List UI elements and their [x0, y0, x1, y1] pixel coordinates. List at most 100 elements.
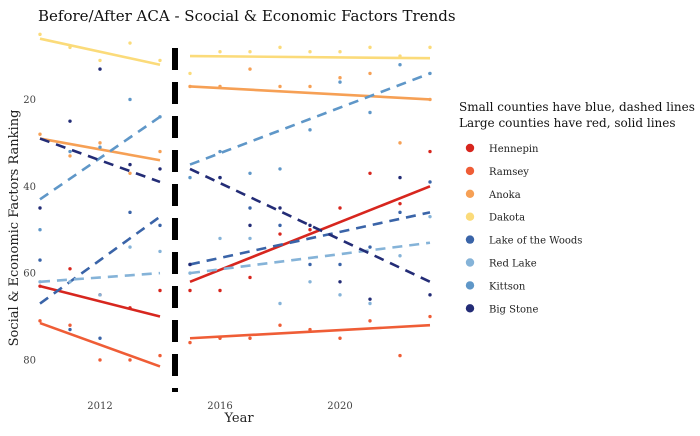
data-point: [398, 201, 402, 206]
data-point: [308, 84, 312, 89]
data-point: [98, 58, 102, 63]
data-point: [218, 50, 222, 54]
data-point: [38, 228, 42, 232]
data-point: [98, 145, 102, 149]
data-point: [68, 323, 72, 327]
legend-title-line: Small counties have blue, dashed lines: [459, 100, 695, 114]
data-point: [308, 50, 312, 54]
data-point: [128, 306, 132, 310]
data-point: [218, 149, 222, 154]
legend-swatch: [465, 304, 475, 313]
y-axis-title: Social & Economic Factors Ranking: [7, 110, 22, 347]
data-point: [368, 110, 372, 115]
data-point: [368, 319, 372, 323]
data-point: [98, 358, 102, 362]
series-red-lake: [38, 214, 432, 306]
post-aca-trend-line: [189, 72, 431, 166]
series-anoka: [38, 67, 432, 175]
data-point: [428, 314, 432, 319]
legend-swatch: [465, 166, 475, 176]
y-tick-label: 60: [23, 269, 36, 280]
data-point: [38, 319, 42, 323]
data-point: [368, 45, 372, 50]
data-point: [308, 223, 312, 228]
x-tick-label: 2016: [207, 401, 232, 412]
data-point: [338, 206, 342, 210]
data-point: [68, 267, 72, 271]
data-point: [38, 284, 42, 288]
data-point: [188, 271, 192, 275]
data-point: [38, 280, 42, 284]
pre-aca-trend-line: [39, 37, 161, 67]
data-point: [278, 45, 282, 50]
series-ramsey: [38, 314, 432, 368]
legend-label: Lake of the Woods: [489, 236, 582, 247]
data-point: [158, 58, 162, 63]
data-point: [338, 280, 342, 284]
legend-swatch: [465, 235, 475, 244]
pre-aca-trend-line: [39, 284, 161, 318]
pre-aca-trend-line: [39, 321, 161, 368]
data-point: [428, 97, 432, 102]
data-point: [158, 353, 162, 358]
data-point: [308, 262, 312, 267]
legend: Small counties have blue, dashed lines La…: [459, 100, 695, 315]
data-point: [128, 41, 132, 45]
data-point: [398, 175, 402, 180]
data-point: [218, 175, 222, 180]
legend-label: Anoka: [488, 190, 521, 201]
post-aca-trend-line: [189, 85, 431, 101]
post-aca-trend-line: [189, 185, 431, 284]
x-axis-title: Year: [223, 411, 254, 426]
data-point: [248, 336, 252, 340]
data-point: [338, 80, 342, 84]
series-big-stone: [38, 67, 432, 301]
data-point: [98, 293, 102, 297]
legend-label: Dakota: [489, 213, 525, 224]
data-point: [368, 171, 372, 175]
post-aca-trend-line: [189, 241, 431, 275]
legend-label: Red Lake: [489, 259, 537, 270]
data-point: [188, 340, 192, 345]
data-point: [68, 149, 72, 154]
data-point: [128, 210, 132, 215]
legend-swatch: [465, 258, 475, 267]
data-point: [68, 280, 72, 284]
x-tick-label: 2012: [87, 401, 112, 412]
data-point: [158, 115, 162, 119]
data-point: [428, 45, 432, 50]
data-point: [338, 262, 342, 267]
data-point: [428, 71, 432, 76]
legend-label: Hennepin: [489, 144, 539, 155]
legend-label: Big Stone: [489, 304, 538, 315]
series-dakota: [38, 32, 432, 76]
data-point: [428, 293, 432, 297]
data-point: [428, 180, 432, 184]
data-point: [278, 84, 282, 89]
data-point: [158, 149, 162, 154]
data-point: [278, 167, 282, 171]
data-point: [278, 206, 282, 210]
data-point: [218, 236, 222, 241]
data-point: [368, 301, 372, 306]
series-hennepin: [38, 149, 432, 318]
data-point: [278, 301, 282, 306]
data-point: [278, 232, 282, 236]
data-point: [248, 223, 252, 228]
data-point: [398, 353, 402, 358]
y-tick-label: 40: [23, 182, 36, 193]
data-point: [158, 288, 162, 293]
data-point: [188, 288, 192, 293]
data-point: [38, 132, 42, 136]
legend-label: Ramsey: [489, 167, 529, 178]
series-lake-of-the-woods: [38, 175, 432, 340]
data-point: [428, 149, 432, 154]
data-point: [98, 336, 102, 340]
pre-aca-trend-line: [39, 137, 161, 184]
data-point: [128, 171, 132, 175]
data-point: [248, 275, 252, 280]
data-point: [308, 280, 312, 284]
data-point: [398, 54, 402, 58]
data-point: [398, 210, 402, 215]
